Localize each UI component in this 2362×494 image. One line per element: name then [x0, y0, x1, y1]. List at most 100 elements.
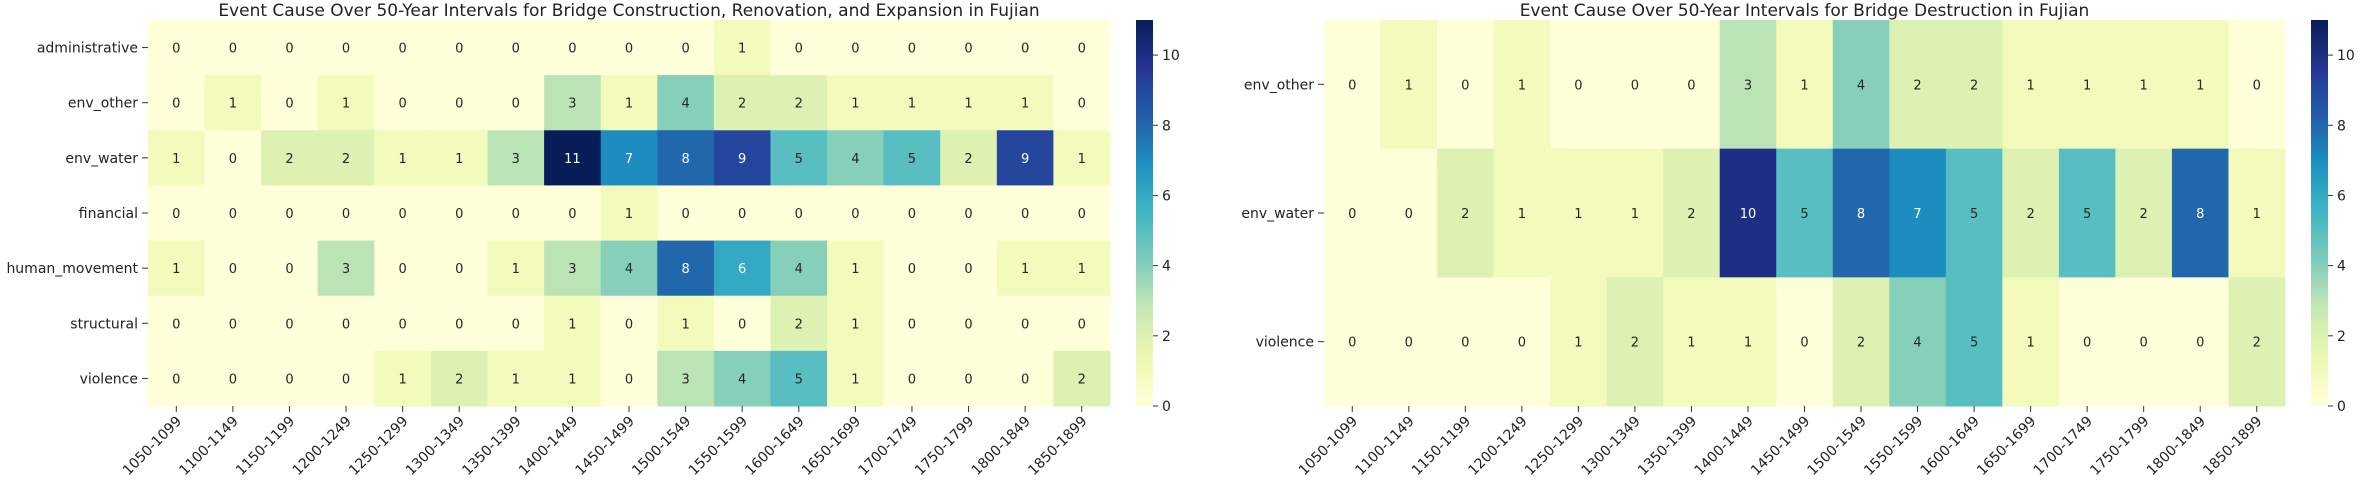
cell-value-label: 0: [285, 42, 293, 57]
heatmap-cell-env-other-1650-1699: [2002, 20, 2060, 150]
heatmap-cell-administrative-1800-1849: [996, 20, 1054, 76]
heatmap-cell-structural-1800-1849: [996, 295, 1054, 352]
x-tick-label-1100-1149: 1100-1149: [176, 414, 241, 479]
heatmap-cell-env-other-1050-1099: [148, 75, 206, 131]
heatmap-cell-violence-1300-1349: [1606, 277, 1664, 407]
cell-value-label: 0: [1078, 207, 1086, 222]
heatmap-cell-structural-1400-1449: [544, 295, 602, 352]
heatmap-cell-administrative-1200-1249: [317, 20, 375, 76]
heatmap-cell-env-water-1650-1699: [2002, 148, 2060, 278]
x-tick-label-1400-1449: 1400-1449: [1692, 414, 1757, 479]
heatmap-cell-violence-1550-1599: [1889, 277, 1947, 407]
heatmap-cell-administrative-1700-1749: [883, 20, 941, 76]
cell-value-label: 0: [625, 42, 633, 57]
cell-value-label: 0: [172, 42, 180, 57]
x-tick-label-1050-1099: 1050-1099: [120, 414, 185, 479]
cell-value-label: 0: [455, 97, 463, 112]
heatmap-cell-env-water-1750-1799: [940, 130, 998, 186]
cell-value-label: 1: [625, 207, 633, 222]
heatmap-cell-administrative-1150-1199: [261, 20, 319, 76]
heatmap-cell-env-other-1550-1599: [713, 75, 771, 131]
cell-value-label: 3: [681, 372, 689, 387]
heatmap-cell-human-movement-1800-1849: [996, 240, 1054, 297]
heatmap-cell-violence-1400-1449: [544, 350, 602, 407]
cell-value-label: 8: [681, 152, 689, 167]
cell-value-label: 9: [738, 152, 746, 167]
cell-value-label: 1: [2253, 207, 2261, 222]
cell-value-label: 3: [1744, 78, 1752, 93]
y-tick-label-env-other: env_other: [1244, 77, 1314, 93]
cell-value-label: 0: [229, 207, 237, 222]
cell-value-label: 0: [851, 42, 859, 57]
cell-value-label: 7: [625, 152, 633, 167]
heatmap-cell-violence-1600-1649: [770, 350, 828, 407]
cell-value-label: 0: [512, 207, 520, 222]
heatmap-cell-violence-1450-1499: [600, 350, 658, 407]
heatmap-cell-administrative-1050-1099: [148, 20, 206, 76]
cell-value-label: 3: [342, 262, 350, 277]
x-tick-label-1850-1899: 1850-1899: [1025, 414, 1090, 479]
heatmap-cell-violence-1150-1199: [261, 350, 319, 407]
heatmap-cell-human-movement-1200-1249: [317, 240, 375, 297]
cell-value-label: 1: [229, 97, 237, 112]
cell-value-label: 1: [1574, 207, 1582, 222]
heatmap-cell-human-movement-1350-1399: [487, 240, 545, 297]
heatmap-cell-administrative-1650-1699: [827, 20, 885, 76]
heatmap-cell-env-other-1400-1449: [1719, 20, 1777, 150]
colorbar-tick-label: 2: [2337, 329, 2346, 345]
cell-value-label: 5: [1800, 207, 1808, 222]
heatmap-cell-env-other-1650-1699: [827, 75, 885, 131]
cell-value-label: 1: [399, 152, 407, 167]
cell-value-label: 0: [399, 42, 407, 57]
heatmap-cell-env-other-1250-1299: [374, 75, 432, 131]
cell-value-label: 5: [1970, 336, 1978, 351]
cell-value-label: 0: [342, 207, 350, 222]
heatmap-cell-env-water-1250-1299: [374, 130, 432, 186]
x-tick-label-1200-1249: 1200-1249: [1465, 414, 1530, 479]
heatmap-cell-violence-1700-1749: [883, 350, 941, 407]
cell-value-label: 0: [399, 207, 407, 222]
heatmap-cell-administrative-1500-1549: [657, 20, 715, 76]
heatmap-cell-human-movement-1250-1299: [374, 240, 432, 297]
heatmap-cell-financial-1800-1849: [996, 185, 1054, 242]
cell-value-label: 4: [851, 152, 859, 167]
x-tick-label-1100-1149: 1100-1149: [1352, 414, 1417, 479]
heatmap-cell-financial-1400-1449: [544, 185, 602, 242]
heatmap-cell-env-water-1200-1249: [317, 130, 375, 186]
colorbar-tick-label: 4: [1162, 259, 1171, 275]
x-tick-label-1750-1799: 1750-1799: [2087, 414, 2152, 479]
y-tick-label-violence: violence: [1256, 335, 1314, 351]
heatmap-cell-env-water-1150-1199: [261, 130, 319, 186]
heatmap-cell-violence-1200-1249: [317, 350, 375, 407]
heatmap-cell-administrative-1750-1799: [940, 20, 998, 76]
colorbar-tick-label: 6: [2337, 188, 2346, 204]
heatmap-cell-structural-1650-1699: [827, 295, 885, 352]
heatmap-cell-financial-1550-1599: [713, 185, 771, 242]
cell-value-label: 1: [1021, 262, 1029, 277]
cell-value-label: 1: [851, 317, 859, 332]
x-tick-label-1250-1299: 1250-1299: [346, 414, 411, 479]
cell-value-label: 1: [172, 152, 180, 167]
colorbar-tick-label: 8: [2337, 118, 2346, 134]
heatmap-cell-env-water-1100-1149: [204, 130, 262, 186]
cell-value-label: 2: [1970, 78, 1978, 93]
cell-value-label: 1: [1518, 207, 1526, 222]
x-tick-label-1550-1599: 1550-1599: [1861, 414, 1926, 479]
heatmap-cell-financial-1200-1249: [317, 185, 375, 242]
cell-value-label: 0: [172, 97, 180, 112]
cell-value-label: 7: [1913, 207, 1921, 222]
heatmap-cell-violence-1300-1349: [430, 350, 489, 407]
colorbar-tick-label: 2: [1162, 329, 1171, 345]
cell-value-label: 0: [455, 42, 463, 57]
heatmap-cell-violence-1450-1499: [1776, 277, 1834, 407]
heatmap-cell-financial-1300-1349: [430, 185, 489, 242]
heatmap-cell-violence-1750-1799: [940, 350, 998, 407]
cell-value-label: 1: [964, 97, 972, 112]
colorbar-tick-label: 0: [1162, 399, 1171, 415]
colorbar: [1136, 20, 1153, 406]
cell-value-label: 0: [512, 42, 520, 57]
cell-value-label: 0: [229, 152, 237, 167]
cell-value-label: 1: [1021, 97, 1029, 112]
